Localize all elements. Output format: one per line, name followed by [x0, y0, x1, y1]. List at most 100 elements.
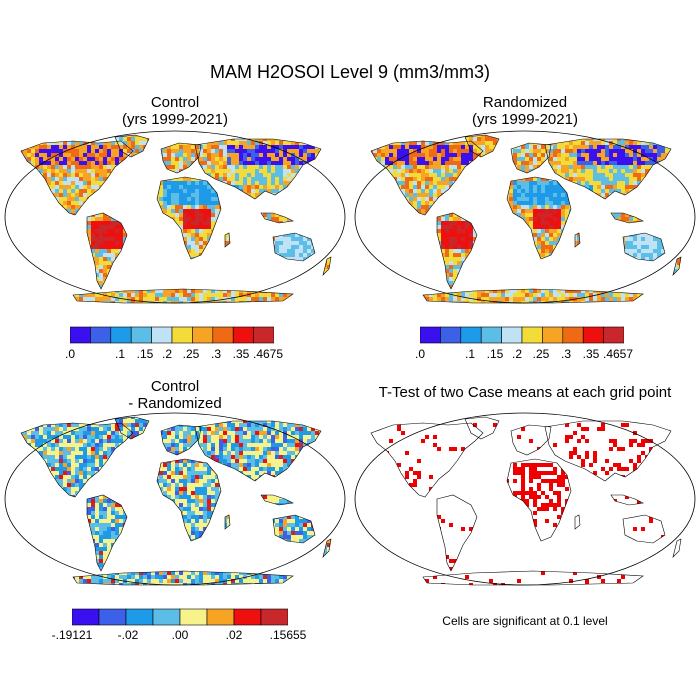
grid-cell	[127, 269, 131, 273]
grid-cell	[641, 157, 645, 161]
grid-cell	[271, 153, 275, 157]
grid-cell	[417, 149, 421, 153]
grid-cell	[31, 289, 35, 293]
grid-cell	[445, 153, 449, 157]
grid-cell	[207, 237, 211, 241]
grid-cell	[63, 233, 67, 237]
grid-cell	[107, 281, 111, 285]
grid-cell	[561, 161, 565, 165]
grid-cell	[211, 189, 215, 193]
grid-cell	[505, 149, 509, 153]
grid-cell	[689, 165, 693, 169]
grid-cell	[621, 135, 625, 137]
grid-cell	[31, 285, 35, 289]
grid-cell	[111, 165, 115, 169]
grid-cell	[47, 297, 51, 301]
grid-cell	[167, 293, 171, 297]
grid-cell	[513, 135, 517, 137]
grid-cell	[315, 225, 319, 229]
grid-cell	[279, 277, 283, 281]
grid-cell	[143, 285, 147, 289]
grid-cell	[71, 233, 75, 237]
grid-cell	[497, 149, 501, 153]
grid-cell	[493, 169, 497, 173]
grid-cell	[203, 261, 207, 265]
grid-cell	[295, 257, 299, 261]
grid-cell	[279, 185, 283, 189]
grid-cell	[685, 129, 689, 133]
grid-cell	[319, 241, 323, 245]
grid-cell	[155, 277, 159, 281]
grid-cell	[119, 237, 123, 241]
grid-cell	[127, 241, 131, 245]
grid-cell	[331, 301, 335, 305]
grid-cell	[251, 273, 255, 277]
grid-cell	[51, 135, 55, 137]
grid-cell	[311, 285, 315, 289]
grid-cell	[191, 173, 195, 177]
grid-cell	[227, 241, 231, 245]
grid-cell	[275, 229, 279, 233]
grid-cell	[283, 173, 287, 177]
grid-cell	[179, 137, 183, 141]
grid-cell	[67, 135, 71, 137]
grid-cell	[433, 145, 437, 149]
grid-cell	[323, 297, 327, 301]
grid-cell	[135, 201, 139, 205]
grid-cell	[99, 209, 103, 213]
grid-cell	[35, 233, 39, 237]
grid-cell	[243, 177, 247, 181]
grid-cell	[339, 289, 343, 293]
grid-cell	[199, 145, 203, 149]
grid-cell	[405, 135, 409, 137]
grid-cell	[533, 141, 537, 145]
grid-cell	[103, 257, 107, 261]
grid-cell	[207, 209, 211, 213]
grid-cell	[103, 149, 107, 153]
grid-cell	[685, 165, 689, 169]
grid-cell	[11, 153, 15, 157]
grid-cell	[319, 281, 323, 285]
grid-cell	[371, 135, 373, 137]
grid-cell	[211, 129, 215, 133]
grid-cell	[143, 193, 147, 197]
grid-cell	[47, 225, 51, 229]
grid-cell	[409, 161, 413, 165]
grid-cell	[147, 135, 151, 137]
grid-cell	[625, 145, 629, 149]
grid-cell	[323, 213, 327, 217]
grid-cell	[339, 273, 343, 277]
grid-cell	[183, 285, 187, 289]
grid-cell	[223, 169, 227, 173]
grid-cell	[123, 281, 127, 285]
grid-cell	[581, 129, 585, 133]
grid-cell	[51, 129, 55, 133]
grid-cell	[389, 161, 393, 165]
grid-cell	[299, 185, 303, 189]
grid-cell	[119, 265, 123, 269]
grid-cell	[23, 265, 27, 269]
grid-cell	[187, 285, 191, 289]
grid-cell	[55, 135, 59, 137]
grid-cell	[239, 197, 243, 201]
grid-cell	[211, 157, 215, 161]
grid-cell	[389, 149, 393, 153]
grid-cell	[195, 209, 199, 213]
grid-cell	[625, 161, 629, 165]
grid-cell	[99, 301, 103, 303]
grid-cell	[565, 137, 569, 141]
grid-cell	[335, 129, 339, 133]
grid-cell	[339, 249, 343, 253]
grid-cell	[645, 157, 649, 161]
grid-cell	[239, 181, 243, 185]
grid-cell	[271, 265, 275, 269]
grid-cell	[21, 169, 23, 173]
grid-cell	[143, 265, 147, 269]
grid-cell	[271, 177, 275, 181]
grid-cell	[295, 189, 299, 193]
grid-cell	[199, 201, 203, 205]
grid-cell	[425, 177, 429, 181]
grid-cell	[331, 137, 335, 141]
grid-cell	[409, 141, 413, 145]
grid-cell	[307, 237, 311, 241]
